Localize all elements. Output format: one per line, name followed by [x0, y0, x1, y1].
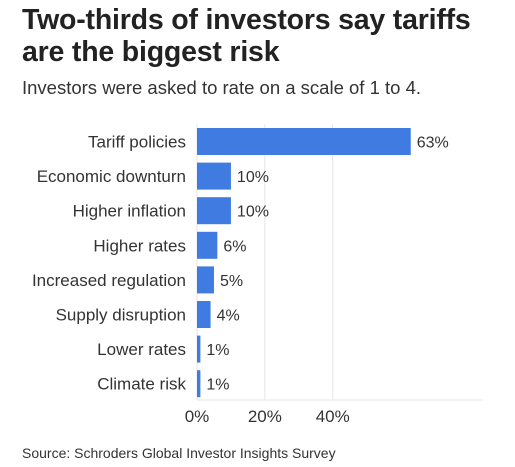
bar-chart: Tariff policies Economic downturn Higher i… — [32, 124, 482, 426]
bar — [197, 197, 231, 225]
x-tick-label: 20% — [248, 407, 282, 426]
category-label: Higher rates — [93, 236, 186, 255]
bar — [197, 266, 214, 294]
bar — [197, 162, 231, 190]
bar — [197, 128, 411, 155]
category-label: Economic downturn — [37, 167, 186, 186]
source-note: Source: Schroders Global Investor Insigh… — [22, 445, 336, 461]
value-label: 10% — [237, 204, 269, 221]
category-label: Lower rates — [97, 340, 186, 359]
category-label: Climate risk — [97, 375, 186, 394]
value-label: 10% — [237, 169, 269, 186]
bar — [197, 231, 218, 259]
category-label: Supply disruption — [56, 306, 186, 325]
value-label: 4% — [217, 308, 240, 325]
chart-title: Two-thirds of investors say tariffs are … — [22, 4, 471, 68]
value-labels: 63% 10% 10% 6% 5% 4% 1% 1% — [206, 135, 448, 394]
category-label: Increased regulation — [32, 271, 186, 290]
value-label: 63% — [417, 135, 449, 152]
category-label: Higher inflation — [73, 202, 186, 221]
x-tick-labels: 0% 20% 40% — [185, 407, 350, 426]
bar — [197, 370, 201, 398]
bar — [197, 335, 201, 363]
value-label: 6% — [223, 238, 246, 255]
x-tick-label: 0% — [185, 407, 210, 426]
category-label: Tariff policies — [88, 133, 186, 152]
value-label: 1% — [206, 342, 229, 359]
x-tick-label: 40% — [316, 407, 350, 426]
bar — [197, 301, 211, 328]
value-label: 5% — [220, 273, 243, 290]
bars — [197, 128, 411, 398]
value-label: 1% — [206, 377, 229, 394]
grid-lines — [196, 124, 482, 401]
chart-subtitle: Investors were asked to rate on a scale … — [22, 77, 421, 98]
category-labels: Tariff policies Economic downturn Higher i… — [32, 133, 187, 394]
